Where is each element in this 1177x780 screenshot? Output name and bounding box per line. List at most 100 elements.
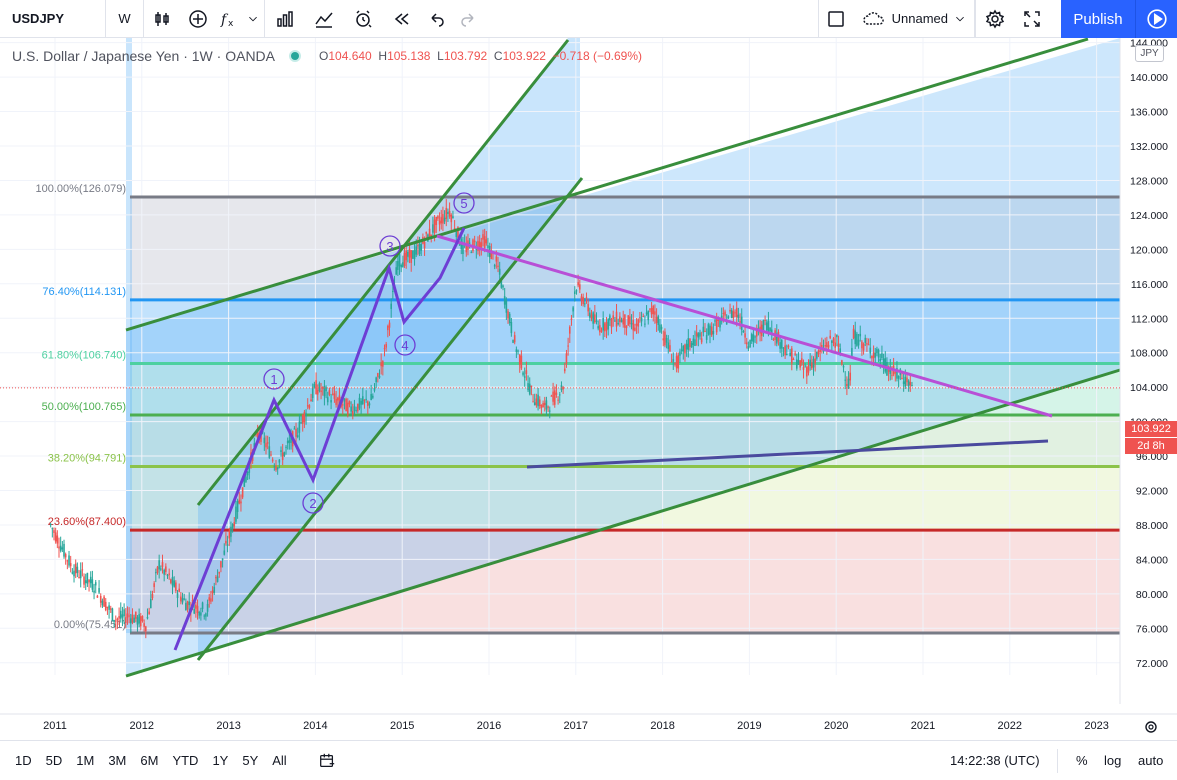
candle-body xyxy=(495,256,498,262)
range-5y[interactable]: 5Y xyxy=(242,753,259,768)
candle-body xyxy=(165,566,167,572)
range-6m[interactable]: 6M xyxy=(140,753,159,768)
candle-body xyxy=(445,207,448,219)
candle-body xyxy=(834,342,836,348)
replay-icon[interactable] xyxy=(383,0,421,38)
candle-body xyxy=(208,597,211,601)
layout-box-icon[interactable] xyxy=(817,0,854,38)
candle-body xyxy=(647,310,650,321)
candle-body xyxy=(744,333,746,338)
candle-body xyxy=(637,319,640,327)
candle-body xyxy=(817,350,820,355)
candle-body xyxy=(358,397,361,409)
candle-body xyxy=(634,327,636,331)
candle-body xyxy=(203,615,206,617)
alert-icon[interactable] xyxy=(343,0,383,38)
redo-icon xyxy=(453,0,483,38)
candle-body xyxy=(680,349,683,351)
candle-body xyxy=(829,335,831,339)
candle-body xyxy=(326,397,329,403)
candle-body xyxy=(891,374,893,376)
candle-body xyxy=(604,323,606,332)
candle-body xyxy=(884,358,887,372)
candle-body xyxy=(305,413,307,417)
currency-badge[interactable]: JPY xyxy=(1135,45,1164,62)
candle-body xyxy=(752,334,755,342)
candle-body xyxy=(186,601,189,610)
candle-body xyxy=(735,307,738,318)
play-icon[interactable] xyxy=(1135,0,1177,38)
candle-body xyxy=(749,339,751,347)
candle-body xyxy=(528,383,531,395)
candle-body xyxy=(363,399,366,401)
utc-clock[interactable]: 14:22:38 (UTC) xyxy=(950,753,1040,768)
fib-level-label: 50.00%(100.765) xyxy=(42,401,126,413)
candle-body xyxy=(453,228,456,230)
candle-body xyxy=(612,315,614,320)
goto-date-icon[interactable] xyxy=(318,752,336,770)
candle-body xyxy=(452,216,454,219)
candle-body xyxy=(572,307,574,312)
candle-body xyxy=(700,338,703,343)
bar-style-icon[interactable] xyxy=(144,0,180,38)
chart-settings-icon[interactable] xyxy=(1145,721,1157,733)
range-3m[interactable]: 3M xyxy=(108,753,127,768)
candle-body xyxy=(478,241,481,248)
symbol-search-button[interactable]: USDJPY xyxy=(0,0,106,38)
time-axis-bg xyxy=(0,704,1177,740)
candle-body xyxy=(278,459,281,463)
candle-body xyxy=(124,617,127,623)
undo-icon[interactable] xyxy=(421,0,453,38)
candle-body xyxy=(907,380,910,387)
chevron-down-icon[interactable] xyxy=(242,0,264,38)
range-ytd[interactable]: YTD xyxy=(172,753,199,768)
log-scale-toggle[interactable]: log xyxy=(1104,753,1122,768)
candle-body xyxy=(103,596,105,607)
compare-icon[interactable] xyxy=(265,0,305,38)
candle-body xyxy=(181,598,184,603)
svg-text:x: x xyxy=(228,19,234,29)
candle-body xyxy=(477,240,479,252)
settings-icon[interactable] xyxy=(975,0,1013,38)
candle-body xyxy=(443,217,446,222)
add-indicator-icon[interactable] xyxy=(180,0,216,38)
candle-body xyxy=(465,245,468,253)
candle-body xyxy=(547,406,549,408)
templates-icon[interactable] xyxy=(305,0,343,38)
candle-body xyxy=(832,338,835,344)
candle-body xyxy=(398,254,401,267)
candle-body xyxy=(482,234,484,240)
auto-scale-toggle[interactable]: auto xyxy=(1138,753,1164,768)
candlestick-series xyxy=(49,199,913,639)
range-1d[interactable]: 1D xyxy=(15,753,32,768)
candle-body xyxy=(168,573,170,575)
fullscreen-icon[interactable] xyxy=(1013,0,1051,38)
market-status-dot xyxy=(291,52,299,60)
range-1y[interactable]: 1Y xyxy=(212,753,229,768)
layout-name-button[interactable]: Unnamed xyxy=(854,0,975,38)
candle-body xyxy=(597,326,599,329)
publish-button[interactable]: Publish xyxy=(1061,0,1135,38)
candle-body xyxy=(550,395,553,397)
range-all[interactable]: All xyxy=(272,753,287,768)
candle-body xyxy=(742,331,745,333)
range-5d[interactable]: 5D xyxy=(45,753,63,768)
time-tick-label: 2017 xyxy=(564,720,588,732)
candle-body xyxy=(523,376,526,378)
interval-button[interactable]: W xyxy=(106,0,144,38)
percent-scale-toggle[interactable]: % xyxy=(1076,753,1088,768)
candle-body xyxy=(310,399,312,402)
candle-body xyxy=(500,280,503,288)
candle-body xyxy=(328,390,331,395)
chart-canvas[interactable]: 100.00%(126.079) 76.40%(114.131) 61.80%(10… xyxy=(0,38,1177,740)
candle-body xyxy=(455,231,458,237)
candle-body xyxy=(93,590,95,593)
candle-body xyxy=(809,359,811,367)
price-tick-label: 140.000 xyxy=(1130,72,1168,84)
candle-body xyxy=(510,322,513,334)
candle-body xyxy=(178,588,180,592)
candle-body xyxy=(109,608,112,610)
candle-body xyxy=(607,319,609,330)
range-1m[interactable]: 1M xyxy=(76,753,95,768)
